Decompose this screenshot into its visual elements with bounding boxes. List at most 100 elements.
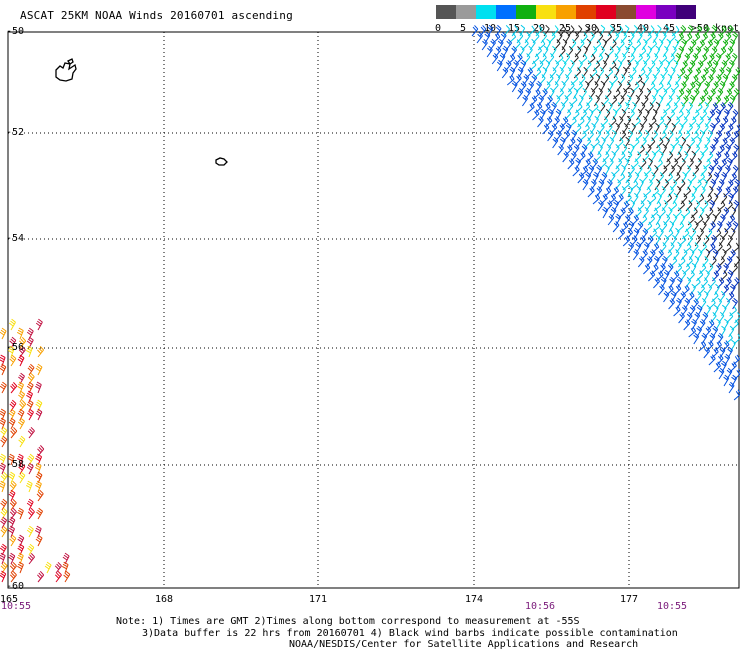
wind-barb: [652, 221, 661, 233]
wind-barb: [617, 172, 626, 184]
wind-barb: [607, 80, 614, 93]
wind-barb: [663, 158, 671, 170]
wind-barb: [501, 66, 509, 79]
wind-barb: [662, 45, 669, 58]
wind-barb: [714, 340, 722, 352]
wind-barb: [719, 25, 727, 37]
wind-barb: [687, 214, 696, 226]
wind-barb: [656, 137, 664, 149]
lat-label-54: -54: [6, 233, 25, 244]
wind-barb: [650, 207, 659, 219]
wind-barb: [587, 186, 595, 198]
wind-barb: [0, 462, 6, 475]
wind-barb: [683, 52, 690, 65]
wind-barb: [556, 31, 563, 44]
wind-barb: [643, 129, 650, 142]
wind-barb: [638, 46, 647, 58]
wind-barb: [555, 108, 562, 121]
wind-barb: [686, 311, 693, 324]
wind-barb: [533, 88, 541, 100]
wind-barb: [577, 172, 585, 184]
wind-barb: [645, 143, 652, 156]
wind-barb: [695, 157, 702, 170]
wind-barb: [690, 150, 697, 163]
wind-barb: [729, 172, 737, 184]
wind-barb: [586, 95, 593, 107]
wind-barb: [643, 241, 650, 254]
wind-barb: [622, 122, 629, 135]
wind-barb: [26, 327, 34, 340]
legend-label: 20: [532, 23, 546, 34]
wind-barb: [725, 277, 732, 289]
wind-barb: [628, 220, 635, 233]
wind-barb: [727, 214, 736, 226]
wind-barb: [18, 471, 26, 484]
wind-barb: [574, 46, 582, 58]
wind-barb: [619, 186, 626, 198]
wind-barb: [683, 186, 692, 198]
wind-barb: [732, 354, 740, 366]
wind-barb: [644, 87, 652, 100]
wind-barb: [0, 453, 6, 466]
note-line-1: Note: 1) Times are GMT 2)Times along bot…: [116, 616, 580, 627]
wind-barb: [8, 489, 16, 502]
lat-label-52: -52: [6, 127, 25, 138]
wind-barb: [667, 242, 675, 254]
wind-barb: [681, 228, 690, 240]
wind-barb: [592, 60, 601, 72]
wind-barb: [637, 144, 645, 156]
wind-barb: [589, 67, 598, 79]
wind-barb: [587, 53, 596, 65]
wind-barb: [531, 53, 540, 65]
wind-barb: [17, 417, 25, 430]
wind-barb: [721, 116, 729, 128]
wind-barb: [535, 25, 543, 37]
wind-barb: [567, 81, 575, 93]
wind-barb: [572, 165, 580, 177]
wind-barb: [539, 108, 546, 121]
wind-barb: [642, 206, 649, 219]
wind-barb: [602, 151, 610, 163]
wind-barb: [680, 249, 688, 261]
time-label-2: 10:56: [524, 601, 556, 612]
wind-barb: [732, 108, 739, 121]
wind-barbs-west-swath: [0, 318, 71, 583]
wind-barb: [559, 80, 566, 93]
wind-barb: [702, 45, 709, 58]
wind-barb: [34, 462, 42, 475]
wind-barb: [668, 298, 675, 310]
wind-barb: [643, 186, 652, 198]
wind-barb: [732, 164, 739, 177]
wind-barb: [681, 171, 687, 184]
wind-barb: [618, 94, 625, 107]
wind-barb: [615, 213, 622, 226]
wind-barb: [701, 332, 708, 345]
wind-barb: [708, 32, 716, 44]
wind-barb: [718, 178, 725, 191]
wind-barb: [564, 109, 572, 121]
wind-barb: [725, 143, 732, 156]
wind-barb: [695, 102, 703, 114]
wind-barb: [539, 53, 547, 65]
wind-barb: [654, 234, 661, 247]
wind-barb: [572, 87, 579, 100]
wind-barb: [595, 186, 603, 198]
wind-barb: [619, 130, 627, 142]
wind-barb: [553, 116, 560, 128]
wind-barb: [690, 207, 698, 219]
wind-barb: [679, 213, 686, 226]
wind-barb: [686, 178, 693, 191]
wind-barb: [703, 24, 710, 37]
wind-barb: [691, 185, 698, 198]
wind-barb: [676, 109, 684, 121]
wind-barb: [678, 122, 684, 135]
wind-barb: [27, 426, 35, 439]
lat-label-50: -50: [6, 26, 25, 37]
legend-swatch: [516, 5, 536, 19]
wind-barb: [661, 199, 668, 212]
wind-barb: [582, 123, 590, 135]
wind-barb: [723, 108, 730, 121]
wind-barb: [659, 242, 667, 254]
wind-barb: [662, 122, 668, 135]
